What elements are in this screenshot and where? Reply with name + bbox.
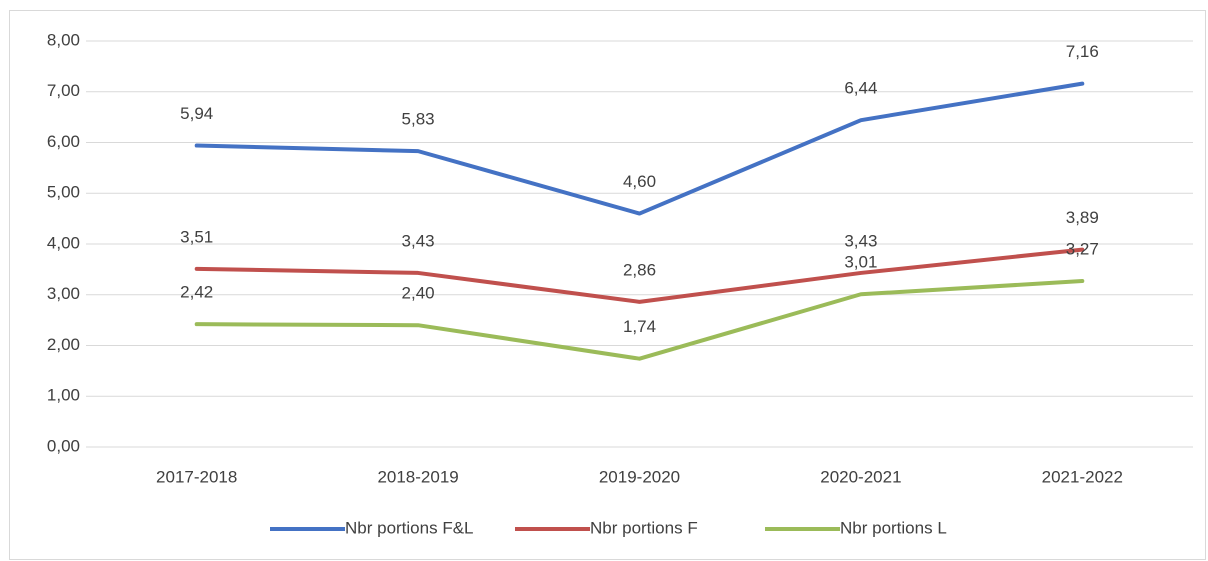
data-label: 3,01 xyxy=(844,253,877,272)
y-tick-label: 0,00 xyxy=(47,436,80,455)
series-line xyxy=(194,247,1085,304)
y-tick-label: 4,00 xyxy=(47,233,80,252)
legend-label: Nbr portions F xyxy=(590,518,698,537)
y-tick-label: 8,00 xyxy=(47,30,80,49)
chart-border xyxy=(9,10,1206,560)
y-tick-label: 7,00 xyxy=(47,81,80,100)
x-tick-label: 2018-2019 xyxy=(377,467,458,486)
legend-label: Nbr portions L xyxy=(840,518,947,537)
y-tick-label: 2,00 xyxy=(47,335,80,354)
x-tick-label: 2019-2020 xyxy=(599,467,680,486)
series-line xyxy=(194,279,1085,361)
series-line xyxy=(194,81,1085,216)
x-tick-label: 2021-2022 xyxy=(1042,467,1123,486)
data-label: 2,42 xyxy=(180,283,213,302)
data-label: 5,83 xyxy=(402,110,435,129)
y-tick-label: 5,00 xyxy=(47,183,80,202)
data-label: 4,60 xyxy=(623,172,656,191)
legend-label: Nbr portions F&L xyxy=(345,518,474,537)
y-tick-label: 6,00 xyxy=(47,132,80,151)
data-label: 5,94 xyxy=(180,104,213,123)
x-tick-label: 2017-2018 xyxy=(156,467,237,486)
data-label: 2,40 xyxy=(402,284,435,303)
y-tick-label: 3,00 xyxy=(47,284,80,303)
data-label: 2,86 xyxy=(623,260,656,279)
data-label: 3,89 xyxy=(1066,208,1099,227)
data-label: 3,27 xyxy=(1066,240,1099,259)
data-label: 7,16 xyxy=(1066,42,1099,61)
x-tick-label: 2020-2021 xyxy=(820,467,901,486)
data-label: 3,43 xyxy=(844,231,877,250)
data-label: 6,44 xyxy=(844,79,877,98)
data-label: 3,43 xyxy=(402,231,435,250)
data-label: 1,74 xyxy=(623,317,656,336)
y-tick-label: 1,00 xyxy=(47,386,80,405)
data-label: 3,51 xyxy=(180,227,213,246)
